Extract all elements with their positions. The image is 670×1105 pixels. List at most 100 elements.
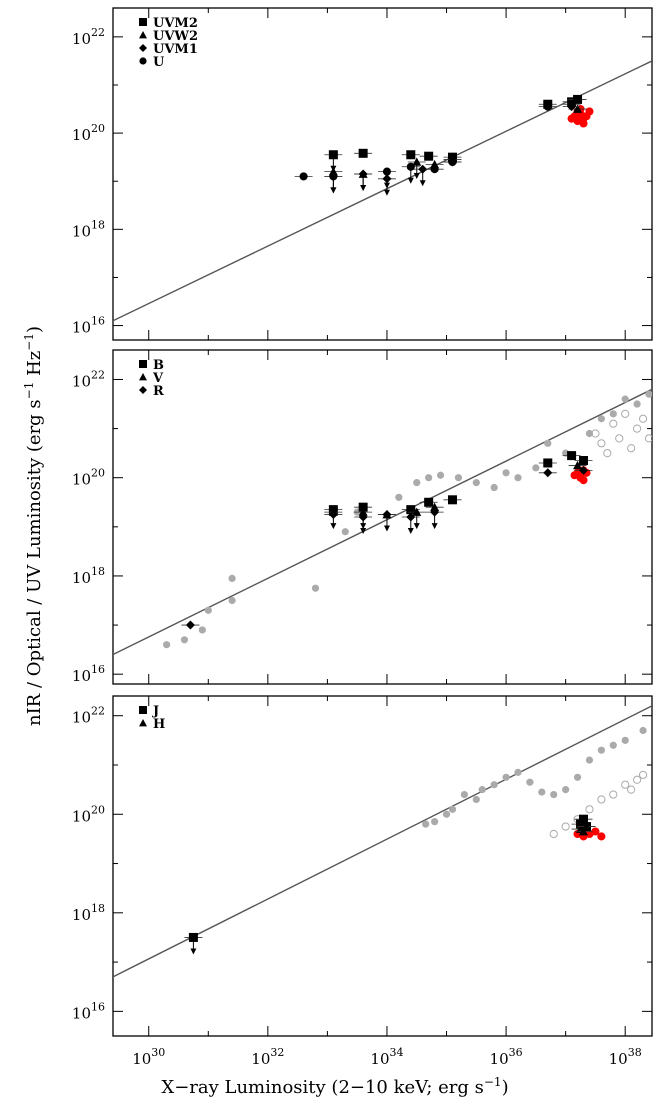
legend-marker: [139, 360, 147, 368]
data-point: [638, 414, 648, 423]
data-point: [639, 726, 647, 735]
chart-panel-middle: 1016 1018 1020 1022 BVR: [72, 349, 653, 685]
data-point: [418, 164, 428, 174]
data-point: [413, 479, 421, 487]
data-point: [490, 483, 498, 492]
data-point: [573, 460, 583, 470]
data-point: [638, 770, 648, 779]
series-comparison: [422, 726, 647, 828]
data-point: [424, 151, 434, 161]
series-comparison: [163, 390, 652, 649]
data-point: [627, 444, 636, 453]
data-point: [579, 119, 588, 128]
data-point: [478, 786, 486, 794]
data-point: [597, 795, 606, 804]
legend-marker: [139, 706, 147, 714]
y-tick-label: 1018: [72, 565, 105, 587]
legend-label: B: [153, 358, 164, 373]
legend-label: J: [152, 704, 159, 719]
data-point: [633, 775, 642, 784]
legend-marker: [139, 719, 147, 727]
series-comparison: [591, 409, 652, 458]
legend-marker: [139, 386, 147, 394]
data-point: [597, 415, 605, 423]
data-point: [448, 805, 457, 813]
upper-limit-arrowhead: [383, 189, 390, 196]
x-tick-label: 1038: [609, 1046, 642, 1068]
data-point: [645, 390, 652, 398]
data-point: [585, 429, 594, 438]
data-point: [430, 502, 440, 512]
series-r: [181, 465, 593, 630]
data-point: [412, 157, 422, 166]
data-point: [460, 790, 468, 799]
legend-marker: [139, 373, 147, 381]
data-point: [502, 773, 510, 781]
data-point: [472, 479, 480, 487]
data-point: [412, 507, 422, 516]
data-point: [163, 641, 171, 649]
data-point: [341, 528, 349, 536]
series-u: [294, 100, 581, 194]
upper-limit-arrowhead: [413, 523, 420, 530]
legend-marker: [139, 18, 147, 26]
data-point: [597, 832, 606, 841]
legend-label: UVM2: [153, 16, 198, 31]
data-point: [430, 507, 440, 517]
series-h: [571, 822, 596, 836]
data-point: [185, 620, 195, 630]
data-point: [609, 741, 617, 749]
data-point: [597, 746, 605, 754]
data-point: [447, 495, 457, 505]
data-point: [358, 512, 368, 522]
trend-line: [113, 388, 652, 656]
legend-label: R: [153, 384, 164, 399]
data-point: [550, 790, 558, 799]
y-tick-label: 1022: [72, 368, 105, 390]
data-point: [406, 512, 416, 522]
y-tick-label: 1022: [72, 26, 105, 48]
data-point: [490, 781, 498, 789]
trend-line: [113, 705, 652, 978]
data-point: [579, 814, 589, 824]
x-axis-title: X−ray Luminosity (2−10 keV; erg s−1): [161, 1075, 508, 1098]
series-uvw2: [324, 104, 587, 191]
legend-marker: [139, 31, 147, 39]
data-point: [406, 162, 415, 171]
data-point: [538, 788, 546, 796]
upper-limit-arrowhead: [419, 180, 426, 187]
data-point: [621, 736, 629, 744]
data-point: [472, 795, 480, 804]
data-point: [573, 94, 583, 104]
y-tick-label: 1020: [72, 122, 105, 144]
data-point: [425, 474, 433, 482]
data-point: [633, 424, 642, 433]
data-point: [514, 474, 522, 482]
data-point: [358, 502, 368, 512]
data-point: [430, 165, 439, 174]
data-point: [180, 636, 189, 644]
data-point: [436, 471, 445, 479]
series-b: [324, 451, 593, 515]
upper-limit-arrowhead: [383, 182, 390, 189]
data-point: [621, 780, 630, 789]
y-tick-label: 1016: [72, 315, 105, 337]
data-point: [633, 400, 641, 408]
data-point: [609, 410, 617, 418]
data-point: [585, 107, 594, 116]
data-point: [581, 822, 591, 831]
legend-label: H: [153, 717, 165, 732]
chart-panel-bottom: 1016 1018 1020 1022 1030 1032 1034 1036 1038 JH: [72, 695, 653, 1068]
data-point: [603, 449, 612, 458]
data-point: [615, 434, 624, 443]
y-tick-label: 1016: [72, 1000, 105, 1022]
legend-label: UVM1: [153, 42, 198, 57]
data-point: [228, 596, 236, 605]
data-point: [627, 785, 636, 794]
y-tick-label: 1020: [72, 467, 105, 489]
data-point: [532, 464, 540, 472]
x-tick-label: 1030: [132, 1046, 165, 1068]
legend-marker: [139, 44, 147, 52]
data-point: [198, 626, 206, 634]
